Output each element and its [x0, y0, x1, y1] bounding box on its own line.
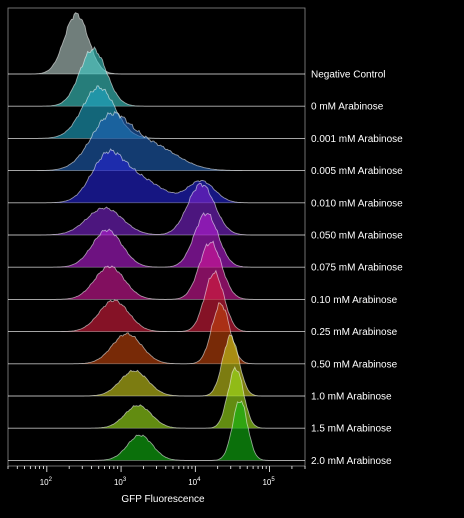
histogram-fill: [8, 47, 305, 107]
series-label: 0.001 mM Arabinose: [311, 134, 403, 145]
x-tick-label: 104: [188, 477, 201, 487]
histogram-series: [8, 85, 305, 139]
x-axis: 102 103 104 105: [7, 7, 306, 487]
histogram-outline: [8, 148, 305, 204]
x-tick-label: 102: [40, 477, 53, 487]
histogram-series: [8, 148, 305, 204]
histogram-series: [8, 240, 305, 300]
histogram-fill: [8, 302, 305, 364]
histogram-series: [8, 182, 305, 236]
histogram-outline: [8, 302, 305, 365]
histogram-fill: [8, 241, 305, 300]
histogram-outline: [8, 212, 305, 268]
series-label: 0.050 mM Arabinose: [311, 231, 403, 242]
histogram-series: [8, 334, 305, 397]
series-label: 1.0 mM Arabinose: [311, 392, 392, 403]
histogram-series: [8, 110, 305, 172]
series-label: 2.0 mM Arabinose: [311, 456, 392, 467]
x-tick-label: 103: [114, 477, 127, 487]
histogram-outline: [8, 46, 305, 107]
histogram-series: [8, 46, 305, 107]
series-label: 0 mM Arabinose: [311, 102, 384, 113]
series-label: 0.10 mM Arabinose: [311, 295, 398, 306]
histogram-outline: [8, 85, 305, 139]
x-axis-title: GFP Fluorescence: [121, 494, 205, 505]
series-label: Negative Control: [311, 70, 385, 81]
histogram-outline: [8, 110, 305, 172]
histogram-fill: [8, 334, 305, 396]
histogram-fill: [8, 213, 305, 268]
histogram-series: [8, 366, 305, 429]
histogram-series: [8, 12, 305, 75]
histogram-fill: [8, 367, 305, 429]
histogram-series: [8, 269, 305, 333]
histogram-series: [8, 400, 305, 461]
histogram-fill: [8, 401, 305, 461]
histogram-fill: [8, 12, 305, 74]
histogram-series: [8, 212, 305, 268]
histogram-outline: [8, 334, 305, 397]
histogram-outline: [8, 182, 305, 236]
histogram-fill: [8, 111, 305, 171]
x-tick-label: 105: [262, 477, 275, 487]
plot-area: [8, 12, 305, 461]
series-label: 1.5 mM Arabinose: [311, 424, 392, 435]
series-label: 0.075 mM Arabinose: [311, 263, 403, 274]
series-label: 0.010 mM Arabinose: [311, 198, 403, 209]
histogram-fill: [8, 270, 305, 332]
histogram-fill: [8, 85, 305, 139]
histogram-fill: [8, 149, 305, 203]
histogram-outline: [8, 240, 305, 300]
histogram-outline: [8, 269, 305, 333]
series-label: 0.25 mM Arabinose: [311, 327, 398, 338]
histogram-series: [8, 302, 305, 365]
plot-frame: [7, 7, 306, 467]
histogram-outline: [8, 12, 305, 75]
series-labels: Negative Control 0 mM Arabinose 0.001 mM A…: [311, 70, 403, 467]
histogram-outline: [8, 400, 305, 461]
histogram-outline: [8, 366, 305, 429]
series-label: 0.005 mM Arabinose: [311, 166, 403, 177]
series-label: 0.50 mM Arabinose: [311, 359, 398, 370]
